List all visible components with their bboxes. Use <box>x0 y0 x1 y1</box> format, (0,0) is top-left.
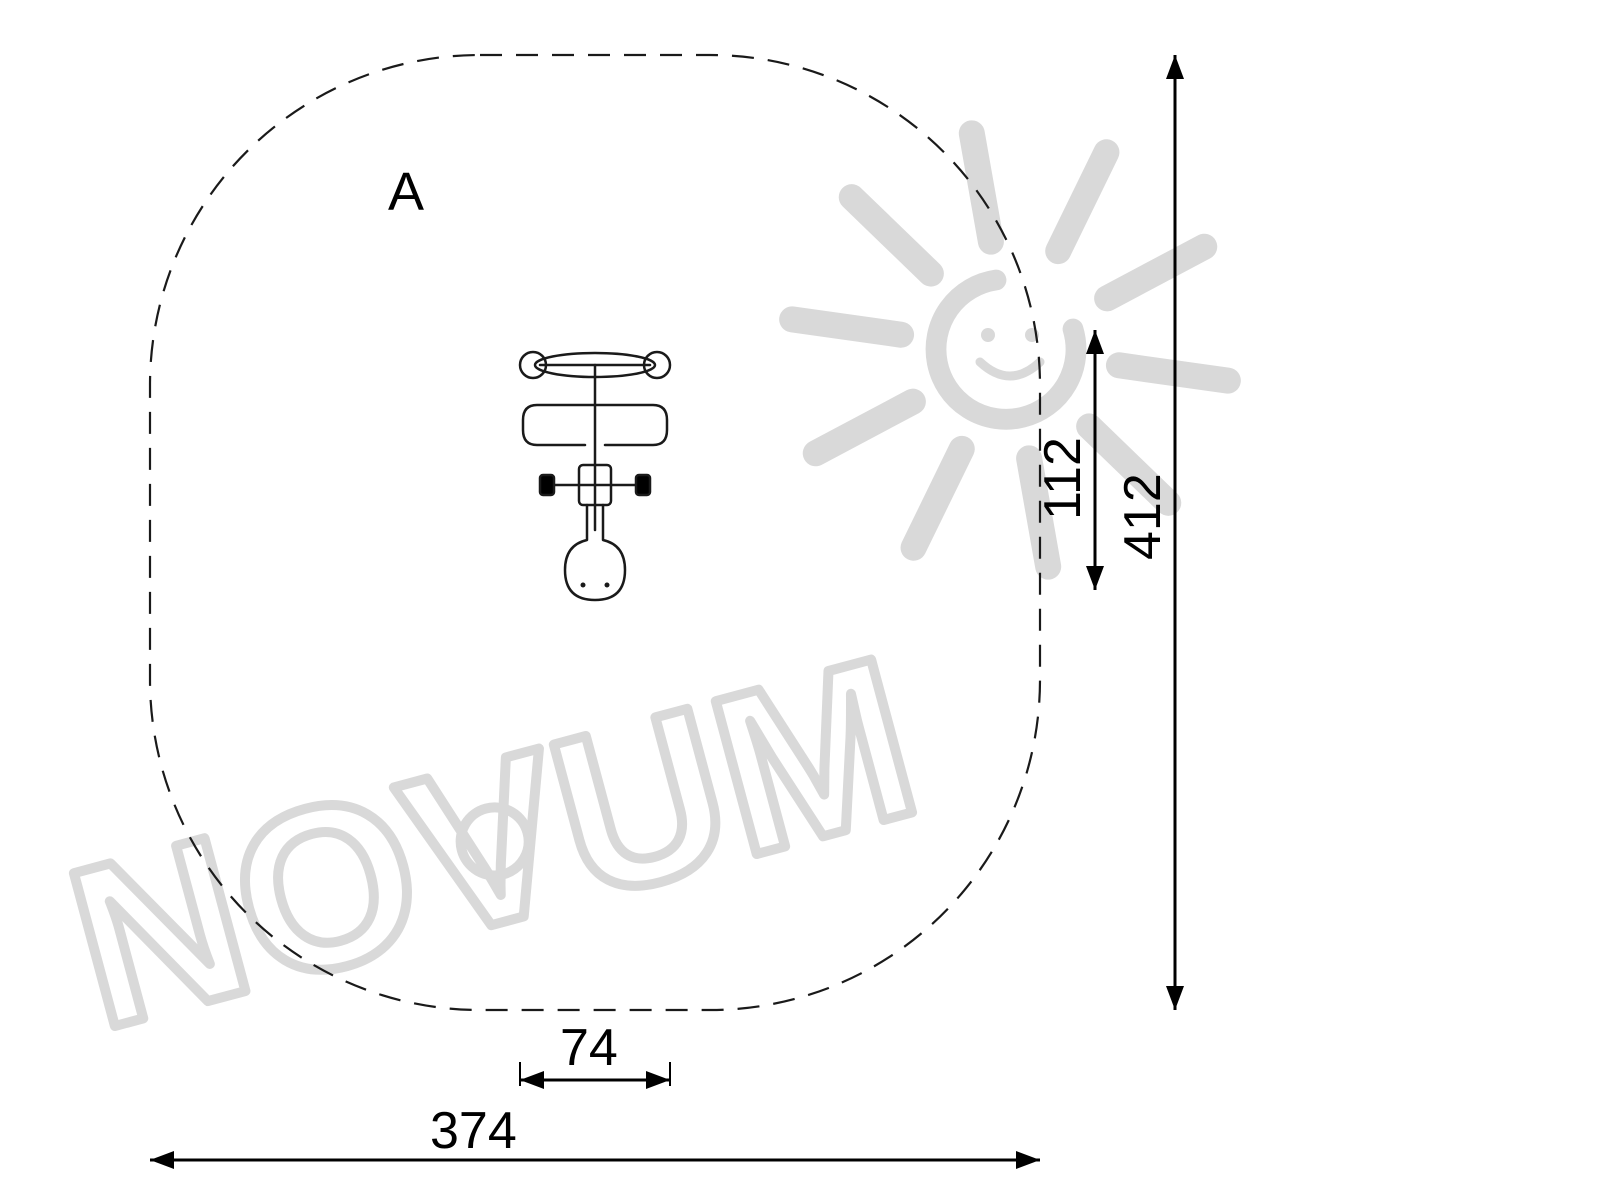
equipment-top-view <box>520 352 670 600</box>
dim-width-inner-label: 74 <box>560 1019 618 1077</box>
dim-height-total-label: 412 <box>1114 473 1172 560</box>
zone-label: A <box>388 162 424 222</box>
watermark-text: NOVUM <box>46 608 939 1078</box>
dim-height-inner-label: 112 <box>1034 437 1092 520</box>
dim-width-total-label: 374 <box>430 1102 517 1160</box>
